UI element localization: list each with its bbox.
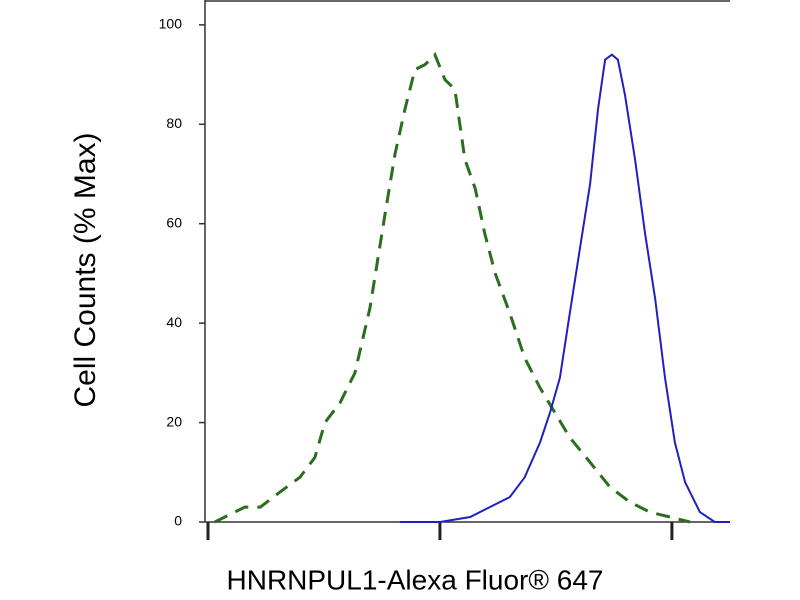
y-tick-label: 40 (166, 314, 182, 330)
y-tick-label: 0 (174, 513, 182, 529)
y-tick-label: 60 (166, 214, 182, 230)
histogram-line (400, 53, 730, 523)
y-tick-label: 100 (159, 16, 183, 32)
y-tick-label: 80 (166, 115, 182, 131)
y-tick-label: 20 (166, 413, 182, 429)
y-axis-label: Cell Counts (% Max) (69, 132, 102, 407)
x-axis-label: HNRNPUL1-Alexa Fluor® 647 (227, 564, 604, 595)
histogram-line (214, 52, 691, 524)
